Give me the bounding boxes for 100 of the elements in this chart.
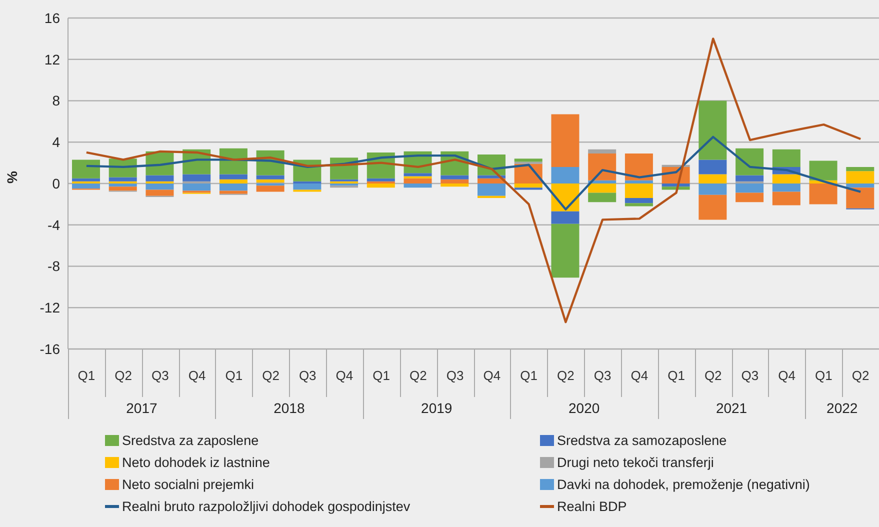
- bar: [772, 149, 800, 167]
- bar: [404, 184, 432, 188]
- line-series: [85, 38, 862, 324]
- bar: [256, 175, 284, 180]
- y-tick-label: 0: [52, 175, 60, 192]
- x-tick-label: Q2: [852, 368, 870, 384]
- legend-label: Drugi neto tekoči transferji: [557, 455, 714, 470]
- bar: [366, 178, 395, 182]
- bar: [146, 175, 174, 182]
- x-tick-label: Q1: [520, 368, 538, 384]
- y-tick-label: -16: [40, 340, 60, 357]
- bar: [624, 154, 653, 180]
- x-tick-label: Q1: [225, 368, 243, 384]
- legend-label: Realni bruto razpoložljivi dohodek gospodinjstev: [122, 499, 410, 514]
- bar: [551, 166, 580, 184]
- text: 2022: [826, 400, 858, 416]
- bar: [366, 184, 395, 188]
- bar: [72, 178, 100, 182]
- bar: [588, 192, 616, 202]
- bar: [219, 184, 248, 191]
- bar: [624, 203, 653, 206]
- bar: [108, 177, 137, 182]
- bar: [440, 184, 469, 187]
- text: 2017: [126, 400, 158, 416]
- x-tick-label: Q4: [630, 368, 648, 384]
- text: 2020: [568, 400, 600, 416]
- bar: [846, 171, 874, 184]
- bar: [404, 173, 432, 176]
- x-tick-label: Q3: [741, 368, 759, 384]
- bar: [146, 190, 174, 196]
- bar: [809, 184, 838, 204]
- legend-label: Davki na dohodek, premoženje (negativni): [557, 477, 810, 492]
- x-tick-label: Q2: [410, 368, 427, 384]
- bar: [624, 180, 653, 184]
- x-tick-label: Q2: [262, 368, 280, 384]
- y-tick-label: 16: [44, 10, 60, 26]
- bar: [698, 184, 727, 195]
- bar: [698, 160, 727, 174]
- text: 2018: [274, 400, 305, 416]
- bar: [293, 184, 322, 190]
- bar: [846, 184, 874, 188]
- bar: [846, 166, 874, 172]
- bar: [846, 188, 874, 208]
- bar: [772, 192, 800, 206]
- x-tick-label: Q4: [336, 368, 354, 384]
- y-tick-label: 12: [44, 51, 60, 68]
- bar: [772, 174, 800, 184]
- x-tick-label: Q3: [151, 368, 169, 384]
- y-tick-label: -8: [48, 258, 60, 274]
- x-tick-label: Q3: [446, 368, 464, 384]
- x-tick-label: Q2: [556, 368, 574, 384]
- bar: [551, 224, 580, 278]
- bar: [219, 174, 248, 180]
- bar: [551, 114, 580, 167]
- x-tick-label: Q1: [815, 368, 832, 384]
- bar: [404, 178, 432, 184]
- bar: [108, 186, 137, 191]
- bar: [72, 160, 100, 178]
- bar: [256, 186, 284, 192]
- bar: [588, 149, 616, 154]
- bar: [440, 179, 469, 184]
- bar: [624, 184, 653, 198]
- text: 2021: [716, 400, 748, 416]
- line-series: [85, 136, 862, 210]
- bar: [514, 158, 542, 162]
- y-tick-label: 4: [52, 134, 60, 150]
- bar: [108, 184, 137, 187]
- x-tick-label: Q3: [298, 368, 316, 384]
- x-tick-label: Q4: [188, 368, 206, 384]
- bar: [514, 184, 542, 188]
- bar: [440, 175, 469, 180]
- x-tick-label: Q4: [483, 368, 501, 384]
- bar: [182, 174, 211, 182]
- x-tick-label: Q2: [114, 368, 132, 384]
- legend-label: Realni BDP: [557, 499, 627, 514]
- x-tick-label: Q2: [704, 368, 722, 384]
- bar: [219, 190, 248, 194]
- legend-label: Neto dohodek iz lastnine: [122, 455, 270, 470]
- bar: [698, 194, 727, 220]
- bar: [72, 184, 100, 189]
- text: 2019: [421, 400, 452, 416]
- legend-label: Sredstva za zaposlene: [122, 433, 259, 448]
- x-tick-label: Q4: [778, 368, 796, 384]
- bar: [551, 211, 580, 224]
- bar: [478, 184, 506, 196]
- bar: [146, 184, 174, 190]
- bar: [698, 174, 727, 184]
- x-tick-label: Q3: [594, 368, 612, 384]
- bar: [698, 100, 727, 160]
- bar: [736, 175, 764, 182]
- bar: [809, 160, 838, 180]
- bar: [772, 184, 800, 192]
- y-axis-title: %: [4, 170, 20, 184]
- bar: [588, 154, 616, 180]
- bar: [182, 184, 211, 191]
- x-tick-label: Q1: [372, 368, 390, 384]
- x-tick-label: Q1: [78, 368, 96, 384]
- bar: [736, 184, 764, 193]
- bar: [624, 198, 653, 204]
- y-tick-label: -4: [48, 216, 60, 233]
